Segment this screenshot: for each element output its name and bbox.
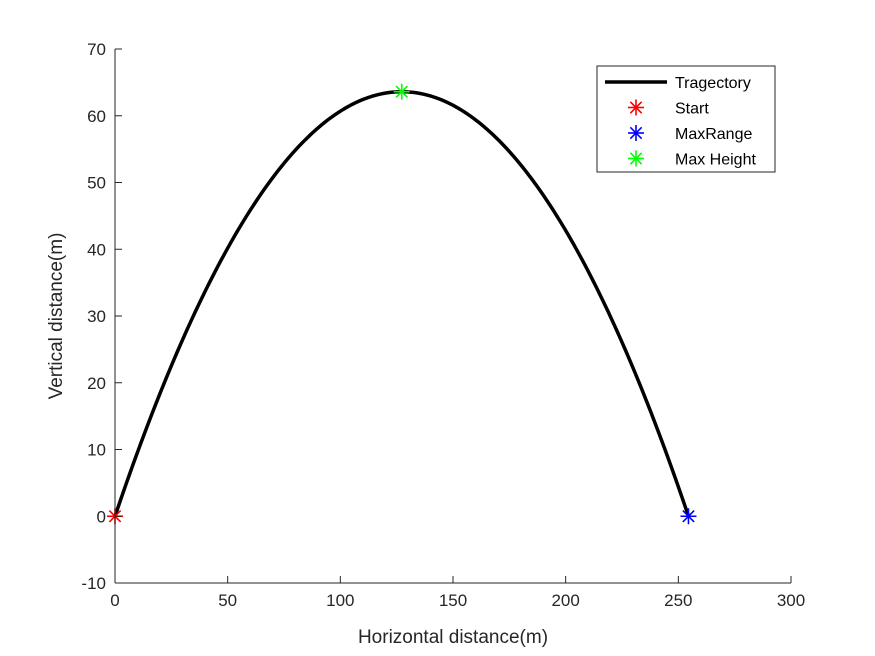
- y-tick-label: 10: [87, 441, 106, 460]
- marker-stroke: [629, 152, 643, 165]
- legend-key-max-height: [628, 150, 644, 167]
- legend-label: Max Height: [675, 152, 756, 169]
- x-tick-label: 0: [110, 591, 119, 610]
- legend-marker-sample: [628, 99, 644, 116]
- x-tick-label: 50: [218, 591, 237, 610]
- legend-key-start: [628, 99, 644, 116]
- marker-maxrange: [680, 508, 697, 525]
- legend-key-maxrange: [628, 125, 644, 141]
- marker-stroke: [395, 85, 408, 98]
- x-tick-label: 150: [439, 591, 467, 610]
- marker-stroke: [682, 510, 695, 523]
- legend-label: MaxRange: [675, 126, 752, 143]
- legend-label: Start: [675, 101, 709, 118]
- legend-label: Tragectory: [675, 75, 751, 92]
- y-tick-label: 70: [87, 40, 106, 59]
- x-tick-label: 300: [777, 591, 805, 610]
- y-tick-label: -10: [81, 574, 106, 593]
- y-tick-label: 40: [87, 240, 106, 259]
- marker-stroke: [629, 126, 643, 140]
- x-tick-label: 250: [664, 591, 692, 610]
- y-tick-label: 60: [87, 107, 106, 126]
- x-axis-label: Horizontal distance(m): [358, 627, 548, 648]
- y-tick-label: 0: [97, 507, 106, 526]
- legend: Tragectory Start MaxRange Max Height: [596, 65, 776, 173]
- y-tick-label: 20: [87, 374, 106, 393]
- marker-max-height: [393, 83, 410, 100]
- legend-marker-sample: [628, 125, 644, 141]
- y-tick-label: 50: [87, 174, 106, 193]
- x-tick-label: 100: [326, 591, 354, 610]
- x-tick-label: 200: [551, 591, 579, 610]
- marker-stroke: [629, 101, 643, 114]
- y-tick-label: 30: [87, 307, 106, 326]
- y-axis-label: Vertical distance(m): [46, 233, 67, 400]
- legend-marker-sample: [628, 150, 644, 167]
